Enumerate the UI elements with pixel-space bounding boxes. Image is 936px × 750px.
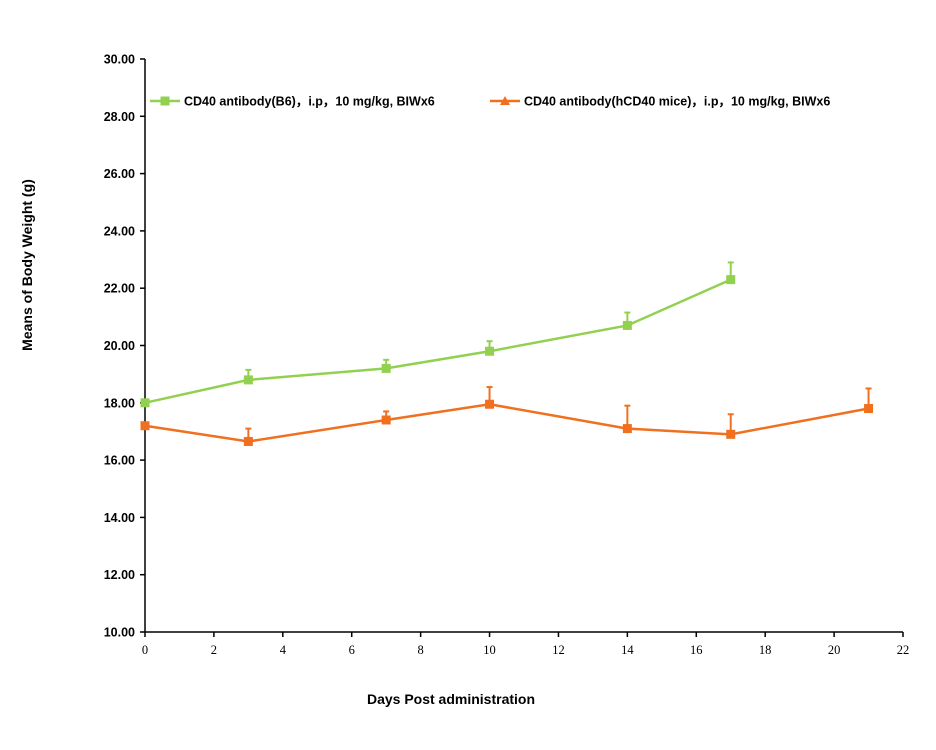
legend-item-1: CD40 antibody(B6)，i.p，10 mg/kg, BIWx6 bbox=[150, 95, 435, 109]
x-tick-label: 6 bbox=[349, 643, 355, 657]
legend: CD40 antibody(B6)，i.p，10 mg/kg, BIWx6 CD4… bbox=[150, 95, 830, 109]
data-point bbox=[485, 399, 495, 409]
legend-label: CD40 antibody(B6)，i.p，10 mg/kg, BIWx6 bbox=[184, 95, 435, 109]
data-point bbox=[381, 415, 391, 425]
data-point bbox=[726, 275, 736, 285]
series-layer bbox=[140, 261, 874, 446]
y-axis-title: Means of Body Weight (g) bbox=[19, 179, 35, 351]
y-tick-label: 10.00 bbox=[104, 626, 135, 640]
series-line bbox=[144, 402, 869, 443]
x-tick-label: 20 bbox=[828, 643, 841, 657]
data-point bbox=[726, 429, 736, 439]
x-tick-label: 18 bbox=[759, 643, 772, 657]
x-tick-label: 12 bbox=[552, 643, 565, 657]
y-tick-label: 18.00 bbox=[104, 396, 135, 410]
y-tick-label: 24.00 bbox=[104, 224, 135, 238]
y-tick-label: 20.00 bbox=[104, 339, 135, 353]
data-point bbox=[140, 398, 150, 408]
data-point bbox=[622, 320, 632, 330]
x-tick-label: 8 bbox=[418, 643, 424, 657]
y-tick-label: 14.00 bbox=[104, 511, 135, 525]
y-ticks: 10.00 12.00 14.00 16.00 18.00 20.00 22.00 24.00… bbox=[104, 53, 145, 640]
series-2 bbox=[140, 386, 874, 446]
series-line bbox=[144, 278, 732, 405]
legend-item-2: CD40 antibody(hCD40 mice)，i.p，10 mg/kg, … bbox=[490, 95, 830, 109]
y-tick-label: 28.00 bbox=[104, 110, 135, 124]
series-1 bbox=[140, 261, 736, 408]
x-tick-label: 14 bbox=[621, 643, 634, 657]
y-tick-label: 12.00 bbox=[104, 568, 135, 582]
y-tick-label: 16.00 bbox=[104, 454, 135, 468]
data-point bbox=[243, 375, 253, 385]
x-axis-title: Days Post administration bbox=[367, 691, 535, 707]
legend-label: CD40 antibody(hCD40 mice)，i.p，10 mg/kg, … bbox=[524, 95, 830, 109]
x-ticks: 0 2 4 6 8 10 12 14 16 18 20 22 bbox=[142, 632, 909, 657]
data-point bbox=[622, 424, 632, 434]
x-tick-label: 22 bbox=[897, 643, 910, 657]
data-point bbox=[381, 363, 391, 373]
x-tick-label: 0 bbox=[142, 643, 148, 657]
x-tick-label: 16 bbox=[690, 643, 703, 657]
y-tick-label: 26.00 bbox=[104, 167, 135, 181]
data-point bbox=[243, 436, 253, 446]
legend-marker bbox=[500, 96, 510, 105]
y-tick-label: 22.00 bbox=[104, 282, 135, 296]
x-tick-label: 4 bbox=[280, 643, 287, 657]
x-tick-label: 10 bbox=[483, 643, 496, 657]
y-tick-label: 30.00 bbox=[104, 53, 135, 67]
x-tick-label: 2 bbox=[211, 643, 217, 657]
data-point bbox=[864, 404, 874, 414]
data-point bbox=[140, 421, 150, 431]
legend-marker bbox=[160, 96, 170, 106]
data-point bbox=[485, 346, 495, 356]
